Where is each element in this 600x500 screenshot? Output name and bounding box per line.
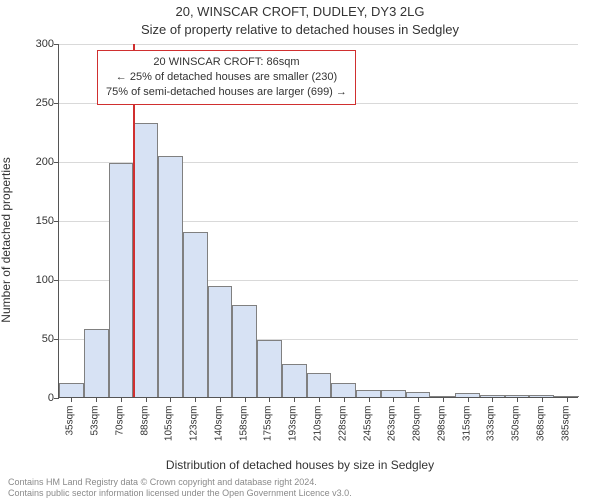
page-title: 20, WINSCAR CROFT, DUDLEY, DY3 2LG	[0, 4, 600, 19]
x-tick-mark	[517, 397, 518, 402]
y-tick-label: 250	[24, 97, 54, 109]
annotation-line: 75% of semi-detached houses are larger (…	[106, 85, 347, 100]
histogram-bar	[109, 163, 134, 397]
histogram-bar	[257, 340, 282, 397]
histogram-bar	[183, 232, 208, 397]
annotation-box: 20 WINSCAR CROFT: 86sqm ← 25% of detache…	[97, 50, 356, 105]
annotation-line: ← 25% of detached houses are smaller (23…	[106, 70, 347, 85]
x-tick-label: 88sqm	[139, 406, 150, 456]
histogram-bar	[381, 390, 406, 397]
y-tick-mark	[54, 398, 59, 399]
histogram-bar	[232, 305, 257, 397]
histogram-bar	[208, 286, 233, 397]
footer-attribution: Contains HM Land Registry data © Crown c…	[8, 477, 592, 498]
histogram-bar	[554, 396, 579, 397]
x-tick-label: 53sqm	[90, 406, 101, 456]
x-tick-mark	[369, 397, 370, 402]
histogram-bar	[158, 156, 183, 397]
x-tick-mark	[71, 397, 72, 402]
x-tick-mark	[492, 397, 493, 402]
x-tick-label: 228sqm	[337, 406, 348, 456]
x-tick-label: 263sqm	[387, 406, 398, 456]
page-subtitle: Size of property relative to detached ho…	[0, 22, 600, 37]
x-tick-label: 123sqm	[189, 406, 200, 456]
x-tick-mark	[344, 397, 345, 402]
y-tick-label: 0	[24, 392, 54, 404]
x-tick-mark	[220, 397, 221, 402]
x-tick-mark	[393, 397, 394, 402]
x-tick-mark	[121, 397, 122, 402]
histogram-bar	[505, 395, 530, 397]
y-tick-label: 100	[24, 274, 54, 286]
x-tick-label: 193sqm	[288, 406, 299, 456]
y-tick-label: 300	[24, 38, 54, 50]
histogram-bar	[455, 393, 480, 397]
x-tick-label: 140sqm	[213, 406, 224, 456]
x-tick-label: 210sqm	[313, 406, 324, 456]
histogram-bar	[307, 373, 332, 397]
histogram-bar	[356, 390, 381, 397]
histogram-bar	[406, 392, 431, 397]
y-axis-label: Number of detached properties	[0, 75, 13, 240]
x-tick-mark	[567, 397, 568, 402]
gridline	[59, 44, 578, 45]
histogram-bar	[84, 329, 109, 397]
x-tick-mark	[269, 397, 270, 402]
footer-line: Contains public sector information licen…	[8, 488, 592, 498]
x-tick-mark	[418, 397, 419, 402]
histogram-bar	[133, 123, 158, 397]
x-tick-mark	[146, 397, 147, 402]
histogram-bar	[59, 383, 84, 397]
x-tick-label: 315sqm	[461, 406, 472, 456]
x-tick-label: 333sqm	[486, 406, 497, 456]
x-tick-mark	[195, 397, 196, 402]
x-tick-label: 350sqm	[511, 406, 522, 456]
x-tick-mark	[542, 397, 543, 402]
annotation-line: 20 WINSCAR CROFT: 86sqm	[106, 55, 347, 70]
x-tick-mark	[443, 397, 444, 402]
x-tick-label: 368sqm	[535, 406, 546, 456]
x-tick-label: 298sqm	[436, 406, 447, 456]
x-axis-label: Distribution of detached houses by size …	[0, 458, 600, 472]
histogram-bar	[331, 383, 356, 397]
x-tick-mark	[294, 397, 295, 402]
chart-plot-area: 20 WINSCAR CROFT: 86sqm ← 25% of detache…	[58, 44, 578, 398]
y-tick-label: 200	[24, 156, 54, 168]
x-tick-label: 70sqm	[114, 406, 125, 456]
histogram-bar	[529, 395, 554, 397]
x-tick-label: 35sqm	[65, 406, 76, 456]
histogram-bar	[430, 396, 455, 397]
x-tick-mark	[319, 397, 320, 402]
x-tick-mark	[245, 397, 246, 402]
histogram-bar	[480, 395, 505, 397]
y-tick-label: 50	[24, 333, 54, 345]
x-tick-label: 158sqm	[238, 406, 249, 456]
x-tick-mark	[468, 397, 469, 402]
histogram-bar	[282, 364, 307, 397]
x-tick-mark	[170, 397, 171, 402]
x-tick-label: 385sqm	[560, 406, 571, 456]
x-tick-label: 245sqm	[362, 406, 373, 456]
footer-line: Contains HM Land Registry data © Crown c…	[8, 477, 592, 487]
x-tick-label: 280sqm	[412, 406, 423, 456]
x-tick-mark	[96, 397, 97, 402]
y-tick-label: 150	[24, 215, 54, 227]
x-tick-label: 175sqm	[263, 406, 274, 456]
x-tick-label: 105sqm	[164, 406, 175, 456]
